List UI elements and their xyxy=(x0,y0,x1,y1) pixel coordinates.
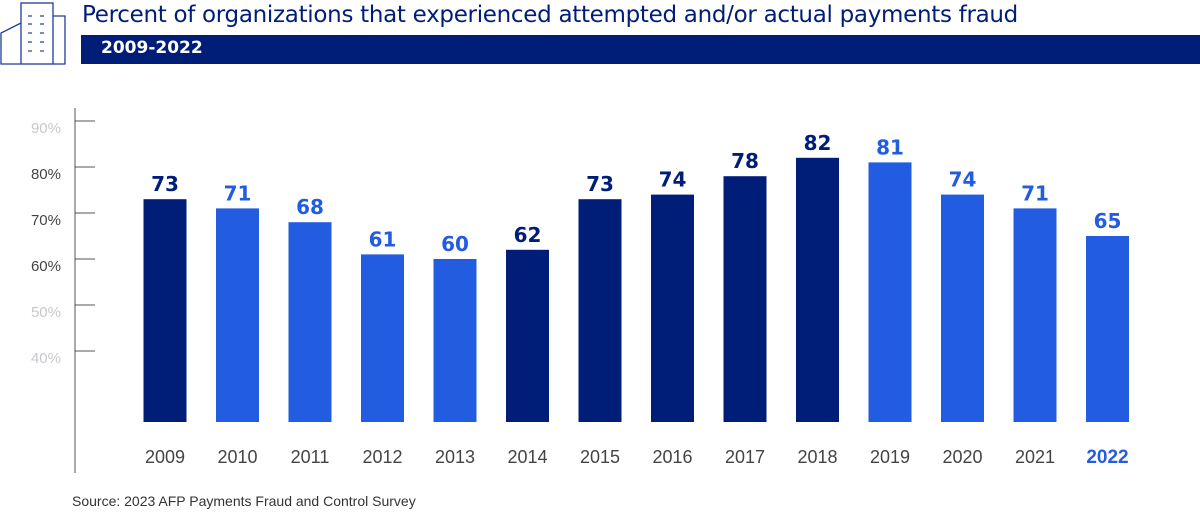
x-tick-label: 2012 xyxy=(362,447,402,467)
bar xyxy=(868,162,912,422)
value-label: 74 xyxy=(659,168,687,192)
bar xyxy=(723,176,767,422)
x-tick-label: 2013 xyxy=(435,447,475,467)
y-tick-label: 40% xyxy=(31,350,61,367)
y-ticks: 90% 80% 70% 60% 50% 40% xyxy=(31,120,95,367)
value-label: 71 xyxy=(224,181,252,205)
value-labels: 73 71 68 61 60 62 73 74 78 82 81 74 71 65 xyxy=(151,131,1121,256)
value-label: 68 xyxy=(296,195,324,219)
x-tick-label: 2016 xyxy=(652,447,692,467)
x-tick-label: 2009 xyxy=(145,447,185,467)
x-tick-label: 2011 xyxy=(291,447,330,467)
value-label: 81 xyxy=(876,135,904,159)
y-tick-label: 60% xyxy=(31,258,61,275)
bar xyxy=(1013,208,1057,422)
value-label: 62 xyxy=(514,223,542,247)
bars xyxy=(143,157,1129,423)
bar xyxy=(506,249,549,422)
bar xyxy=(578,199,622,422)
value-label: 73 xyxy=(586,172,614,196)
bar xyxy=(361,254,404,422)
x-tick-label: 2010 xyxy=(217,447,257,467)
y-tick-label: 50% xyxy=(31,304,61,321)
x-tick-label: 2018 xyxy=(797,447,837,467)
y-tick-label: 90% xyxy=(31,120,61,137)
value-label: 61 xyxy=(369,227,397,251)
x-tick-label: 2017 xyxy=(725,447,765,467)
bar xyxy=(433,259,477,422)
y-tick-label: 70% xyxy=(31,212,61,229)
subtitle-banner: 2009-2022 xyxy=(81,35,1200,64)
bar xyxy=(941,194,984,422)
value-label: 82 xyxy=(804,131,832,155)
x-tick-label: 2020 xyxy=(942,447,982,467)
value-label: 73 xyxy=(151,172,179,196)
value-label: 60 xyxy=(441,232,469,256)
bar xyxy=(143,199,187,422)
value-label: 65 xyxy=(1094,209,1122,233)
bar xyxy=(796,157,839,423)
chart-title: Percent of organizations that experience… xyxy=(82,2,1018,28)
x-tick-label: 2014 xyxy=(507,447,547,467)
value-label: 74 xyxy=(949,168,977,192)
source-note: Source: 2023 AFP Payments Fraud and Cont… xyxy=(72,493,416,509)
x-tick-labels: 2009 2010 2011 2012 2013 2014 2015 2016 2017 2018… xyxy=(145,447,1129,468)
bar xyxy=(1086,236,1129,422)
x-tick-label: 2015 xyxy=(580,447,620,467)
x-tick-label: 2022 xyxy=(1086,447,1128,468)
bar xyxy=(651,194,694,422)
building-icon xyxy=(0,0,68,66)
bar xyxy=(216,208,259,422)
bar xyxy=(288,222,332,422)
x-tick-label: 2019 xyxy=(870,447,910,467)
y-tick-label: 80% xyxy=(31,166,61,183)
value-label: 71 xyxy=(1021,181,1049,205)
chart-subtitle: 2009-2022 xyxy=(101,38,203,58)
x-tick-label: 2021 xyxy=(1015,447,1055,467)
value-label: 78 xyxy=(731,149,759,173)
